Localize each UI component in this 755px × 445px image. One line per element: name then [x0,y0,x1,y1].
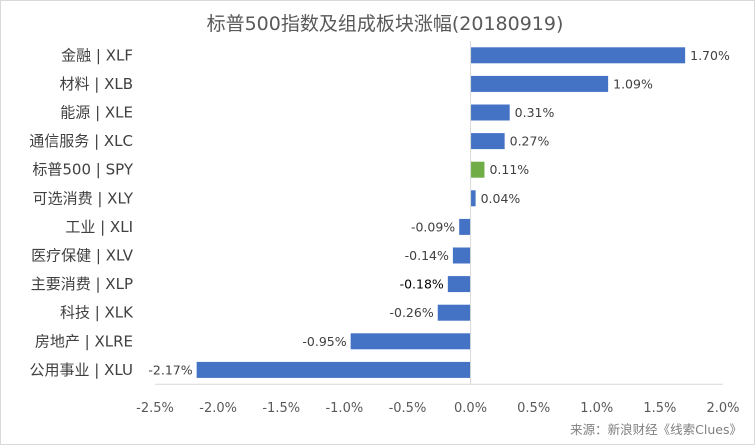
x-tick-label: -1.5% [262,401,300,416]
category-label: 公用事业 | XLU [30,361,133,379]
category-label: 工业 | XLI [65,218,133,236]
bar [350,333,471,350]
bar [470,104,510,121]
data-label: -0.26% [390,305,434,320]
bar [447,276,471,293]
data-label: -2.17% [148,362,192,377]
x-tick-label: -1.0% [325,401,363,416]
bar [470,75,609,92]
category-label: 主要消费 | XLP [31,275,133,293]
source-note: 来源：新浪财经《线索Clues》 [570,422,742,437]
data-label: 0.31% [515,105,555,120]
category-label: 金融 | XLF [61,46,133,64]
category-label: 标普500 | SPY [32,161,133,179]
data-label: 0.11% [489,162,529,177]
x-tick-label: -2.5% [136,401,174,416]
bars [196,47,686,378]
bar [470,133,505,150]
category-label: 可选消费 | XLY [33,189,134,207]
x-tick-label: -2.0% [199,401,237,416]
x-tick-label: 0.5% [517,401,550,416]
bar [470,47,686,64]
data-label: 0.04% [481,191,521,206]
chart-title: 标普500指数及组成板块涨幅(20180919) [207,13,564,35]
x-axis-tick-labels: -2.5% -2.0% -1.5% -1.0% -0.5% 0.0% 0.5% 1.0% 1.5… [136,401,739,416]
data-label: 0.27% [510,134,550,149]
category-labels: 金融 | XLF 材料 | XLB 能源 | XLE 通信服务 | XLC 标普500 … [29,46,134,379]
bar [459,218,471,235]
data-label: 1.70% [690,48,730,63]
category-label: 通信服务 | XLC [29,132,133,150]
bar [470,190,476,207]
x-tick-label: 1.0% [580,401,613,416]
data-label: -0.14% [405,248,449,263]
category-label: 能源 | XLE [60,104,133,122]
x-tick-label: 1.5% [643,401,676,416]
bar [452,247,471,264]
x-tick-label: 2.0% [706,401,739,416]
data-label: 1.09% [613,76,653,91]
data-label: -0.09% [411,219,455,234]
bar [437,304,471,321]
data-labels: 1.70% 1.09% 0.31% 0.27% 0.11% 0.04% -0.09% -0.1… [148,48,730,378]
bar [470,161,485,178]
category-label: 材料 | XLB [59,75,133,93]
x-tick-label: 0.0% [454,401,487,416]
bar [196,361,471,378]
x-tick-label: -0.5% [389,401,427,416]
category-label: 房地产 | XLRE [35,332,133,350]
category-label: 医疗保健 | XLV [31,247,134,265]
category-label: 科技 | XLK [60,304,134,322]
data-label: -0.95% [302,334,346,349]
data-label: -0.18% [400,277,444,292]
